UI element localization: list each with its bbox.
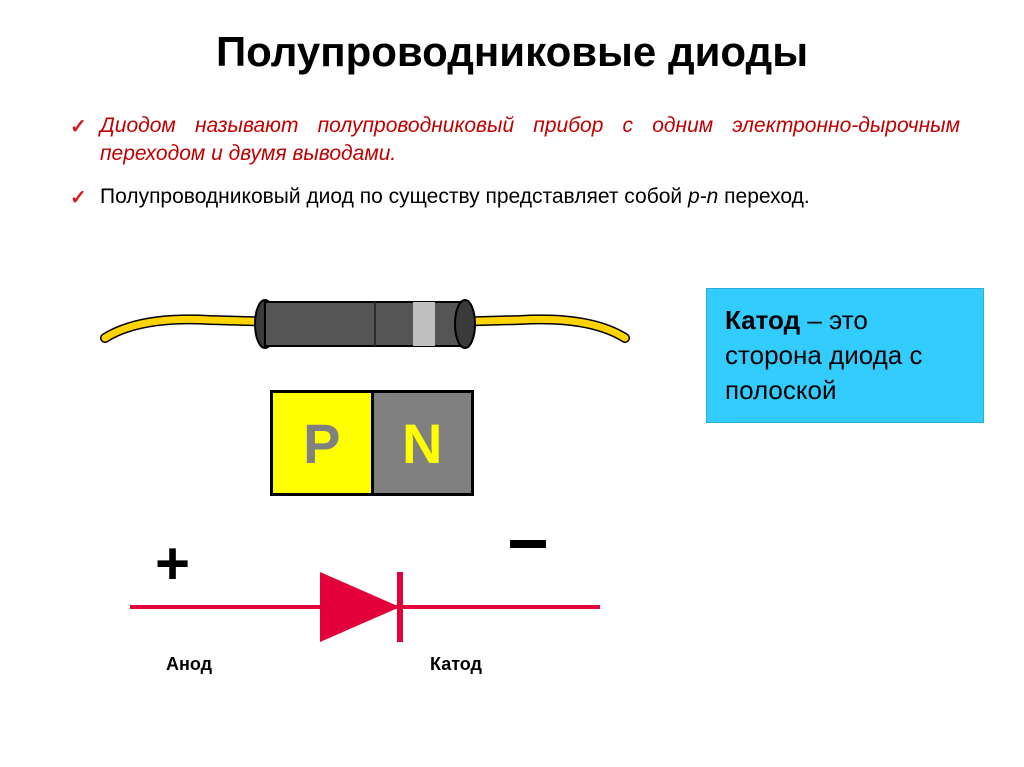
cathode-label: Катод <box>430 654 482 675</box>
bullet-2: Полупроводниковый диод по существу предс… <box>70 183 960 211</box>
cathode-note: Катод – это сторона диода с полоской <box>706 288 984 423</box>
bullet-list: Диодом называют полупроводниковый прибор… <box>70 112 960 225</box>
note-keyword: Катод <box>725 305 800 335</box>
p-region: P <box>273 393 374 493</box>
physical-diode <box>100 288 630 378</box>
bullet-2-pn: p-n <box>688 185 718 208</box>
diode-schematic-symbol: + Анод Катод <box>100 522 630 692</box>
bullet-2-pre: Полупроводниковый диод по существу предс… <box>100 185 688 208</box>
minus-sign <box>510 540 546 548</box>
bullet-2-post: переход. <box>718 185 809 208</box>
slide-title: Полупроводниковые диоды <box>0 28 1024 76</box>
bullet-1-lead: Диодом <box>100 114 176 137</box>
pn-junction-block: P N <box>100 390 630 520</box>
anode-label: Анод <box>166 654 212 675</box>
bullet-1: Диодом называют полупроводниковый прибор… <box>70 112 960 169</box>
bullet-1-rest: называют полупроводниковый прибор с одни… <box>100 114 960 165</box>
n-region: N <box>374 393 472 493</box>
diagram-area: P N + Анод Катод <box>100 270 660 690</box>
